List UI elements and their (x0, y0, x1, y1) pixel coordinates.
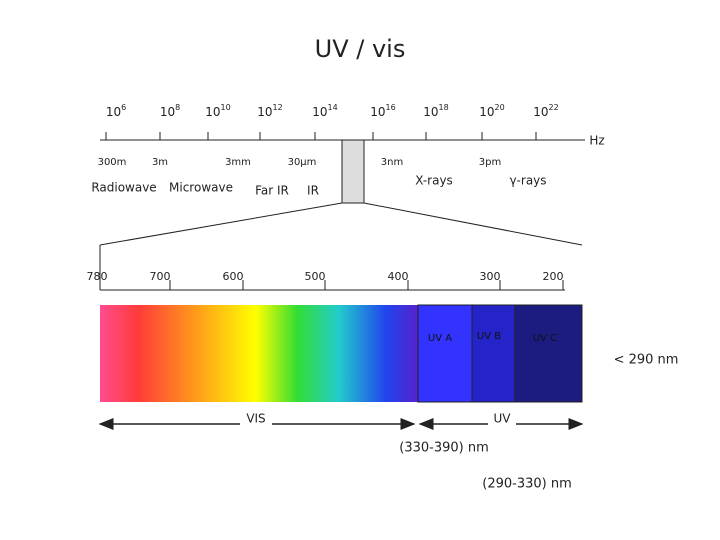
freq-label: 108 (160, 103, 180, 119)
freq-exp: 20 (495, 103, 505, 112)
uv-label: UV (494, 412, 512, 426)
wavelength-label: 3nm (381, 157, 403, 168)
freq-exp: 22 (549, 103, 559, 112)
freq-base: 10 (312, 105, 327, 119)
visible-spectrum (100, 305, 418, 402)
scale-label: 400 (388, 270, 409, 283)
title: UV / vis (315, 35, 406, 63)
freq-label: 1018 (423, 103, 448, 119)
scale-label: 700 (150, 270, 171, 283)
freq-exp: 6 (121, 103, 126, 112)
freq-exp: 16 (386, 103, 396, 112)
freq-unit: Hz (589, 134, 604, 148)
wavelength-label: 3m (152, 157, 168, 168)
freq-label: 1012 (257, 103, 282, 119)
freq-label: 1016 (370, 103, 395, 119)
region-label: Far IR (255, 184, 289, 198)
freq-base: 10 (257, 105, 272, 119)
wavelength-label: 30μm (288, 157, 317, 168)
region-label: γ-rays (509, 174, 546, 188)
freq-exp: 10 (221, 103, 231, 112)
uvb-range: (290-330) nm (482, 477, 572, 492)
band-label: UV B (477, 331, 501, 342)
scale-label: 500 (305, 270, 326, 283)
freq-exp: 18 (439, 103, 449, 112)
region-label: X-rays (415, 174, 453, 188)
zoom-line (99, 202, 343, 246)
freq-base: 10 (160, 105, 175, 119)
vis-label: VIS (246, 412, 265, 426)
uvc-band (514, 304, 583, 403)
scale-label: 300 (480, 270, 501, 283)
freq-exp: 8 (175, 103, 180, 112)
region-label: IR (307, 184, 319, 198)
freq-label: 1014 (312, 103, 337, 119)
freq-label: 1020 (479, 103, 504, 119)
scale-label: 200 (543, 270, 564, 283)
freq-base: 10 (533, 105, 548, 119)
region-label: Microwave (169, 181, 233, 195)
wavelength-label: 3pm (479, 157, 501, 168)
freq-base: 10 (205, 105, 220, 119)
visible-window (341, 139, 365, 204)
freq-base: 10 (423, 105, 438, 119)
wavelength-label: 300m (98, 157, 127, 168)
freq-label: 1022 (533, 103, 558, 119)
band-label: UV A (428, 333, 452, 344)
zoom-line (363, 202, 583, 246)
uva-band (417, 304, 473, 403)
freq-label: 106 (106, 103, 126, 119)
uvc-note: < 290 nm (614, 353, 679, 368)
wavelength-label: 3mm (225, 157, 251, 168)
freq-exp: 12 (273, 103, 283, 112)
uva-range: (330-390) nm (399, 441, 489, 456)
region-label: Radiowave (91, 181, 156, 195)
uvb-band (471, 304, 516, 403)
freq-label: 1010 (205, 103, 230, 119)
band-label: UV C (533, 333, 557, 344)
freq-base: 10 (479, 105, 494, 119)
freq-base: 10 (370, 105, 385, 119)
scale-label: 780 (87, 270, 108, 283)
scale-label: 600 (223, 270, 244, 283)
freq-base: 10 (106, 105, 121, 119)
freq-exp: 14 (328, 103, 338, 112)
